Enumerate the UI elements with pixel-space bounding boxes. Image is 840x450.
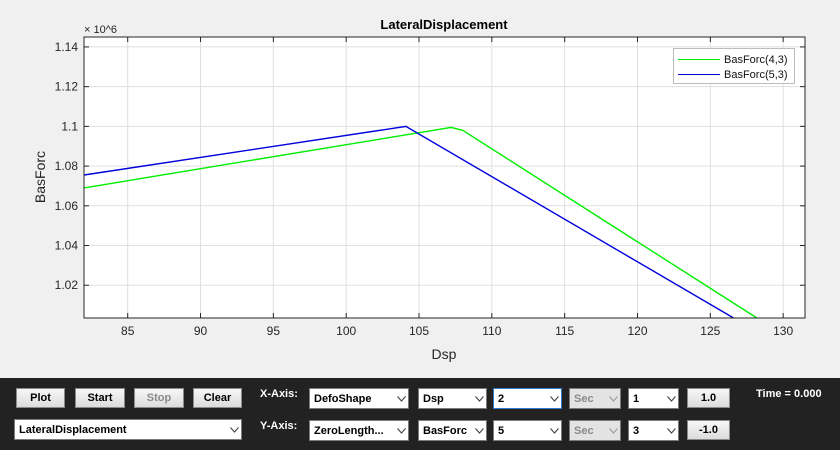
series-line-1 [83,126,758,319]
y-tick-label: 1.08 [55,159,79,173]
series-lines [83,125,758,319]
chevron-down-icon [547,389,561,408]
x-axis-label-text: X-Axis: [260,388,298,400]
chevron-down-icon [394,389,408,408]
x-time-value: Sec [574,392,594,405]
x-index-dropdown[interactable]: 2 [493,388,562,409]
y-tick-label: 1.14 [55,40,79,54]
chevron-down-icon [606,421,620,440]
y-factor-field[interactable]: -1.0 [687,420,730,440]
plot-area: 85 90 95 100 105 110 115 120 125 130 1.02 1.04 1.06 1… [32,17,806,362]
y-type-value: BasForc [423,424,468,437]
stop-button[interactable]: Stop [134,388,184,408]
x-tick-label: 100 [336,324,356,338]
legend-label-2: BasForc(5,3) [724,68,788,81]
y-axis-label-text: Y-Axis: [260,420,298,432]
x-source-value: DefoShape [314,392,372,405]
x-tick-label: 95 [267,324,281,338]
y-time-dropdown[interactable]: Sec [569,420,621,441]
start-button[interactable]: Start [75,388,125,408]
y-tick-label: 1.02 [55,278,79,292]
legend-swatch-1 [678,59,720,60]
legend-entry-2: BasForc(5,3) [678,67,788,82]
plot-button[interactable]: Plot [16,388,65,408]
x-tick-label: 110 [482,324,501,338]
x-tick-label: 85 [121,324,135,338]
chevron-down-icon [394,421,408,440]
y-mult-value: 3 [633,424,640,437]
plot-select-dropdown[interactable]: LateralDisplacement [14,419,242,440]
clear-button[interactable]: Clear [193,388,242,408]
x-factor-field[interactable]: 1.0 [687,388,730,408]
x-time-dropdown[interactable]: Sec [569,388,621,409]
plot-frame [83,36,806,319]
ticks: 85 90 95 100 105 110 115 120 125 130 1.02 1.04 1.06 1… [55,37,805,338]
x-source-dropdown[interactable]: DefoShape [309,388,409,409]
plot-select-value: LateralDisplacement [19,423,127,436]
y-mult-dropdown[interactable]: 3 [628,420,679,441]
y-index-dropdown[interactable]: 5 [493,420,562,441]
time-value: 0.000 [794,388,822,400]
series-line-2 [83,125,734,319]
legend-entry-1: BasForc(4,3) [678,52,788,67]
legend-swatch-2 [678,74,720,75]
x-tick-label: 90 [194,324,208,338]
x-type-dropdown[interactable]: Dsp [418,388,487,409]
y-time-value: Sec [574,424,594,437]
x-tick-label: 105 [409,324,429,338]
y-tick-label: 1.04 [55,239,79,253]
legend: BasForc(4,3) BasForc(5,3) [673,48,795,84]
y-tick-label: 1.1 [61,119,78,133]
control-panel: Plot Start Stop Clear LateralDisplacemen… [0,378,840,450]
chevron-down-icon [472,389,486,408]
time-readout: Time = 0.000 [756,388,822,400]
x-type-value: Dsp [423,392,444,405]
chevron-down-icon [664,421,678,440]
x-tick-label: 130 [773,324,793,338]
chevron-down-icon [547,421,561,440]
chevron-down-icon [606,389,620,408]
chart-title: LateralDisplacement [380,17,508,32]
chevron-down-icon [664,389,678,408]
y-axis-label: BasForc [32,151,48,203]
x-index-value: 2 [498,392,505,405]
chevron-down-icon [227,420,241,439]
y-source-dropdown[interactable]: ZeroLength... [309,420,409,441]
y-tick-label: 1.12 [55,80,79,94]
x-mult-dropdown[interactable]: 1 [628,388,679,409]
y-source-value: ZeroLength... [314,424,384,437]
chevron-down-icon [472,421,486,440]
y-tick-label: 1.06 [55,199,79,213]
x-tick-label: 115 [555,324,574,338]
time-label: Time = [756,388,791,400]
x-mult-value: 1 [633,392,640,405]
x-axis-label: Dsp [432,346,457,362]
y-exponent-label: × 10^6 [84,24,117,36]
y-type-dropdown[interactable]: BasForc [418,420,487,441]
legend-label-1: BasForc(4,3) [724,53,788,66]
x-tick-label: 120 [627,324,647,338]
x-tick-label: 125 [700,324,720,338]
y-index-value: 5 [498,424,505,437]
